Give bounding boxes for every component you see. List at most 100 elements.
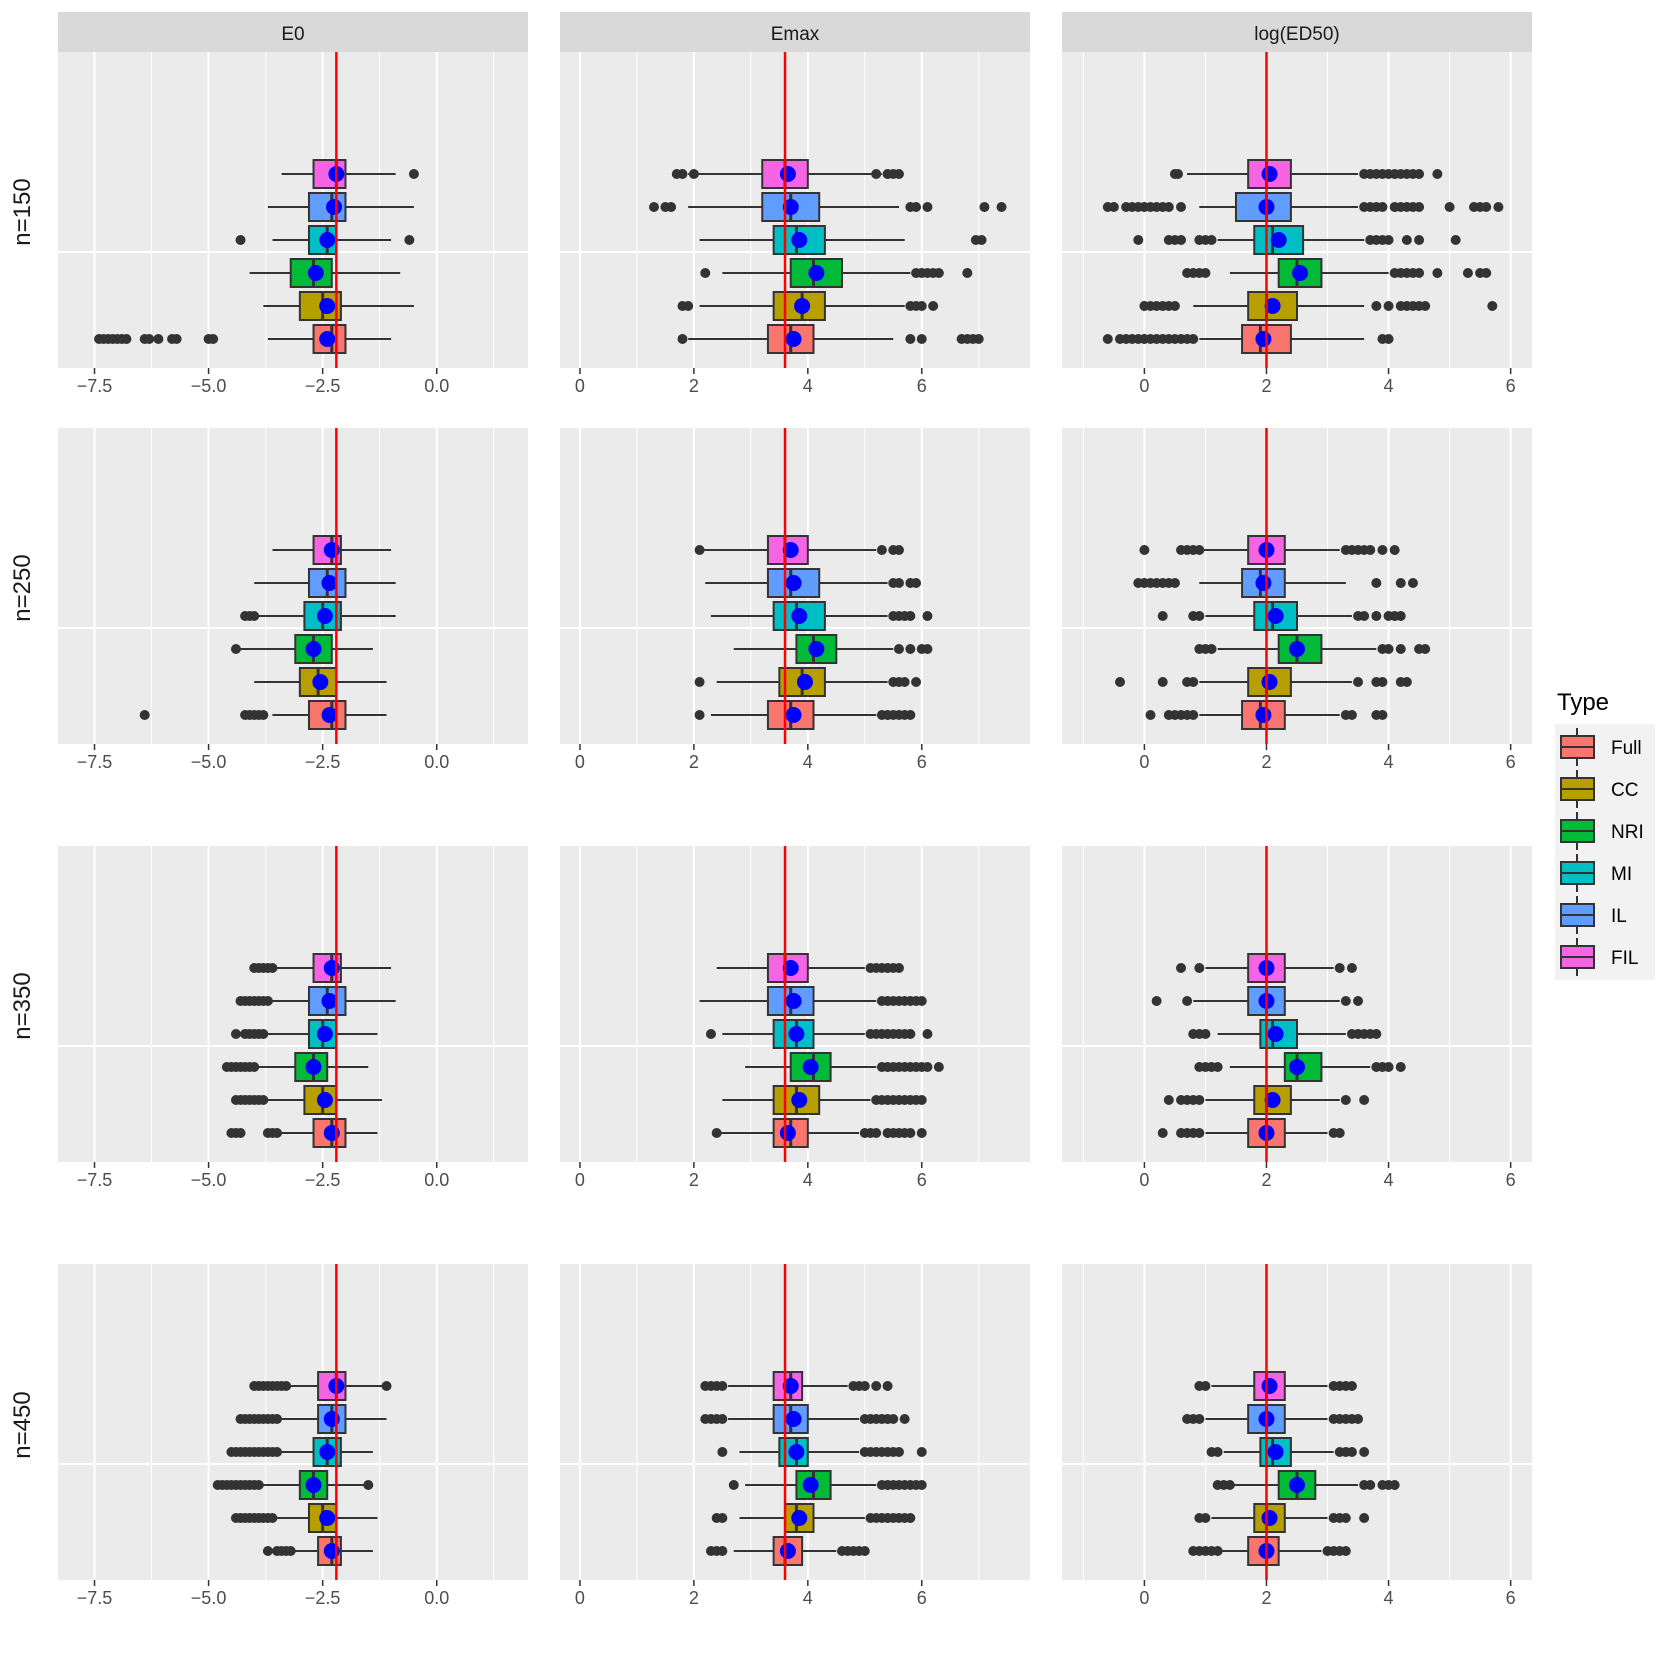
mean-point [808,265,825,281]
box-il [700,1404,910,1434]
outlier-point [1365,1480,1376,1490]
outlier-point [1359,1095,1370,1105]
x-tick-label: 2 [1261,1588,1271,1608]
box-mi [710,601,933,631]
outlier-point [153,334,164,344]
panel-n-450-emax: 0 2 4 6 [560,1264,1030,1608]
panel-n-450-log-ed50: 0 2 4 6 [1062,1264,1532,1608]
outlier-point [717,1447,728,1457]
box-cc [722,1085,927,1115]
column-strips: E0 Emax log(ED50) [58,12,1532,52]
outlier-point [1200,1029,1211,1039]
x-tick-label: 6 [917,1170,927,1190]
outlier-point [905,1029,916,1039]
outlier-point [1377,677,1388,687]
box-cc [694,667,922,697]
outlier-point [249,611,260,621]
box-body-nri [789,258,844,288]
outlier-point [1212,1062,1223,1072]
outlier-point [1172,169,1183,179]
box-full [139,700,387,730]
outlier-point [1359,1447,1370,1457]
box-full [262,1536,373,1566]
box-full [677,324,984,354]
outlier-point [916,1480,927,1490]
mean-point [319,232,336,248]
outlier-point [1340,996,1351,1006]
box-mi [240,601,396,631]
mean-point [305,641,322,657]
legend: Type Full CC NRI MI IL FIL [1555,689,1655,980]
box-cc [254,667,387,697]
outlier-point [381,1381,392,1391]
panel-background [1062,1264,1532,1580]
mean-point [1264,1092,1281,1108]
mean-point [316,1026,333,1042]
outlier-point [899,677,910,687]
x-tick-label: 6 [917,752,927,772]
mean-point [1289,641,1305,657]
outlier-point [1139,545,1150,555]
outlier-point [230,644,241,654]
outlier-point [976,235,987,245]
panel-background [58,428,528,744]
panels: −7.5 −5.0 −2.5 0.0 0 2 4 6 0 2 4 6 −7.5 −5.0 −2.5 0.0 0 2… [58,52,1532,1608]
outlier-point [1371,301,1382,311]
row-label-n450: n=450 [9,1391,36,1458]
legend-label-il: IL [1611,906,1627,927]
panel-background [1062,846,1532,1162]
outlier-point [1420,644,1431,654]
box-fil [694,535,904,565]
mean-point [785,331,802,347]
outlier-point [1407,578,1418,588]
x-tick-label: 6 [1506,752,1516,772]
outlier-point [1151,996,1162,1006]
mean-point [305,1059,322,1075]
outlier-point [1157,677,1168,687]
outlier-point [717,1513,728,1523]
x-tick-label: 0 [575,1170,585,1190]
mean-point [316,1092,333,1108]
mean-point [1255,707,1272,723]
outlier-point [1365,545,1376,555]
mean-point [1264,298,1281,314]
box-cc [1114,667,1412,697]
outlier-point [1176,235,1187,245]
mean-point [794,298,811,314]
outlier-point [235,235,246,245]
outlier-point [922,202,933,212]
mean-point [321,993,338,1009]
outlier-point [1414,202,1425,212]
panel-n-250-emax: 0 2 4 6 [560,428,1030,772]
box-full [1145,700,1388,730]
outlier-point [1353,1414,1364,1424]
outlier-point [649,202,659,212]
x-tick-label: −7.5 [77,1588,113,1608]
outlier-point [1169,578,1180,588]
mean-point [1292,265,1309,281]
outlier-point [1346,1447,1357,1457]
outlier-point [1206,644,1217,654]
box-mi [1157,601,1406,631]
box-nri [221,1052,369,1082]
outlier-point [1371,1029,1382,1039]
x-tick-label: −2.5 [305,752,341,772]
x-tick-label: 4 [803,1170,813,1190]
mean-point [779,166,796,182]
x-tick-label: 0 [1139,376,1149,396]
panel-n-150-emax: 0 2 4 6 [560,52,1030,396]
outlier-point [717,1414,728,1424]
x-tick-label: 2 [689,1588,699,1608]
box-nri [733,634,933,664]
outlier-point [922,1062,933,1072]
outlier-point [905,1513,916,1523]
outlier-point [1102,334,1113,344]
outlier-point [876,545,887,555]
outlier-point [1383,235,1394,245]
outlier-point [893,1447,904,1457]
outlier-point [249,1062,260,1072]
outlier-point [916,334,927,344]
x-tick-label: 4 [1384,376,1394,396]
outlier-point [1133,235,1144,245]
outlier-point [1353,677,1364,687]
